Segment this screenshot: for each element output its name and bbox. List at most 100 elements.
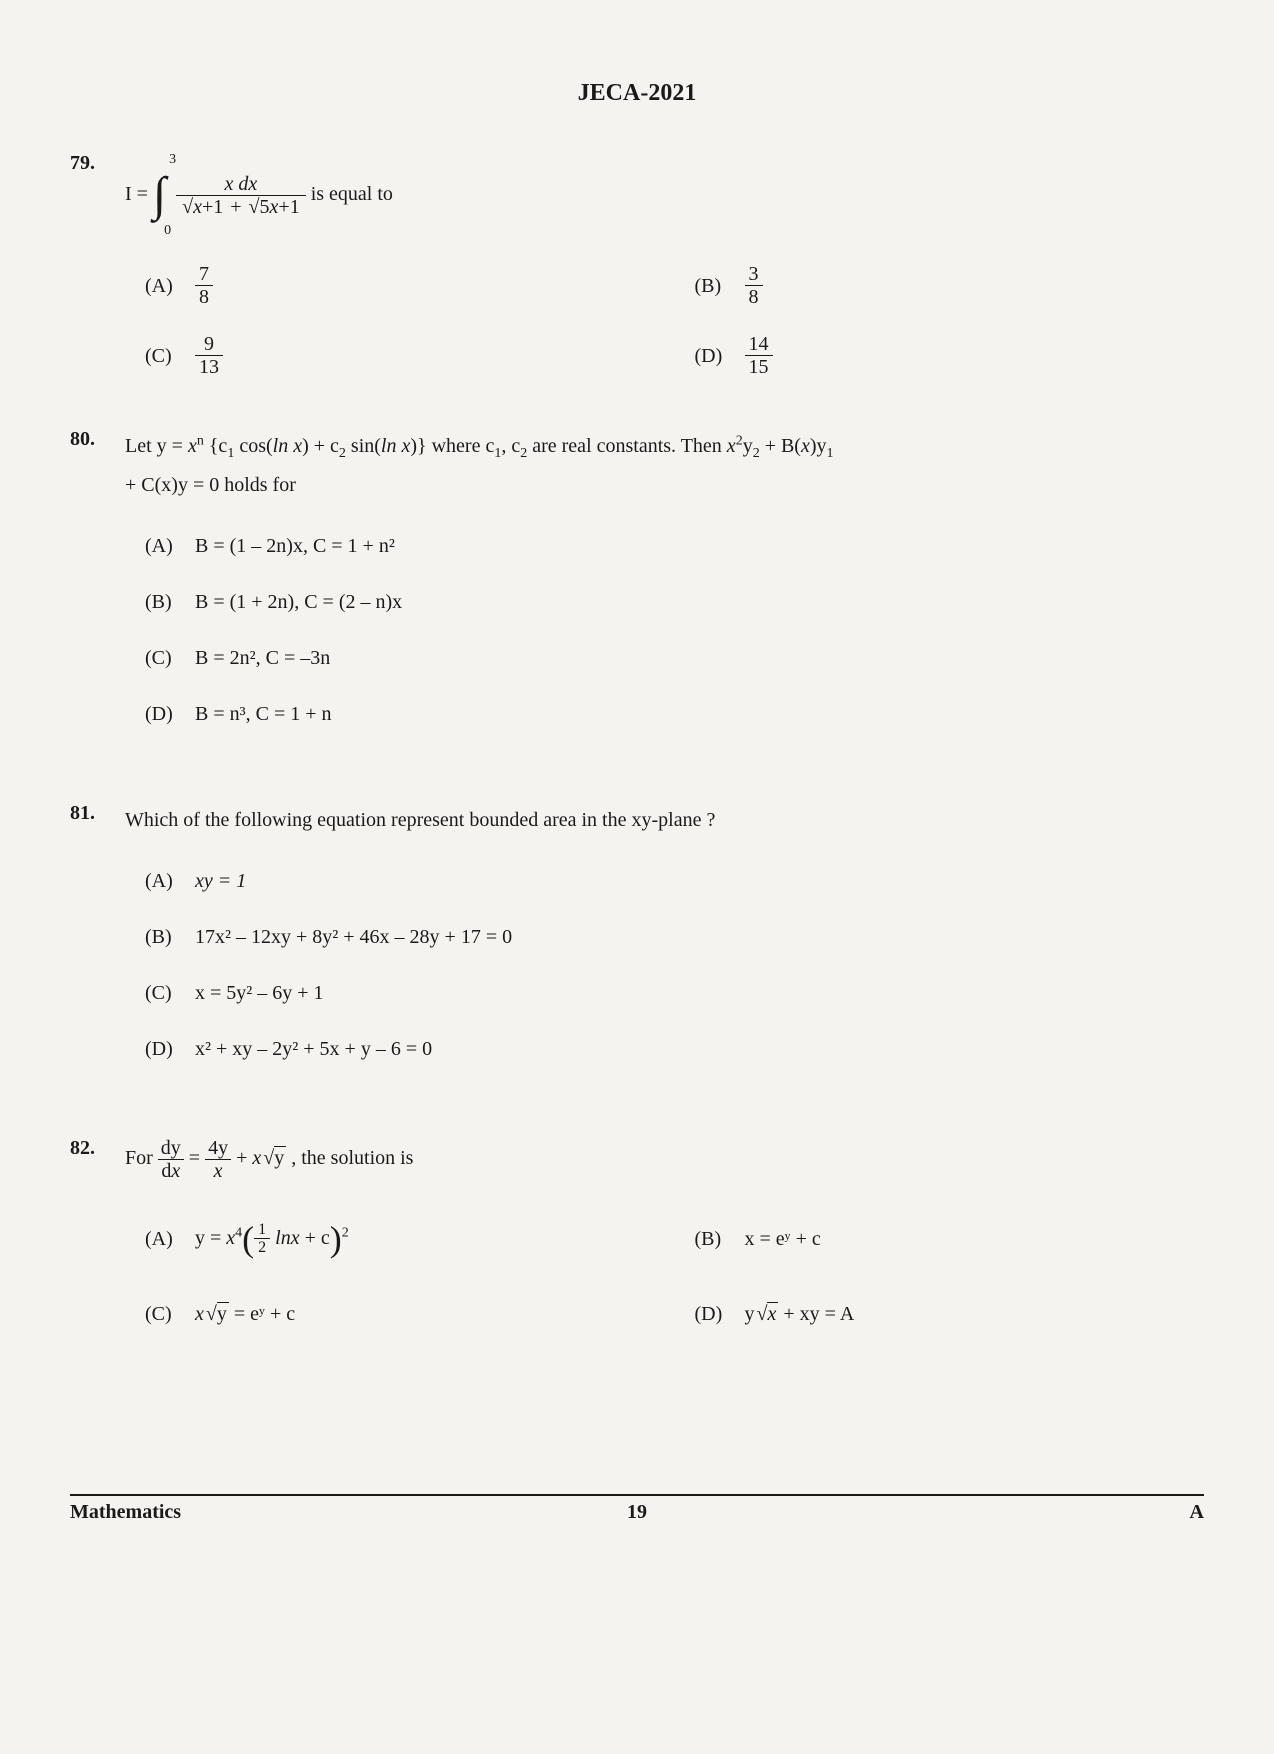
sub-2: 2: [339, 446, 346, 461]
option-label: (D): [695, 1296, 730, 1332]
option-label: (B): [695, 1221, 730, 1257]
option-label: (D): [695, 338, 730, 374]
text: ) + c: [302, 435, 339, 457]
question-number: 80.: [70, 428, 125, 451]
lnx: ln x: [273, 435, 302, 457]
option-b: (B) 3 8: [695, 263, 1205, 308]
question-number: 79.: [70, 152, 125, 175]
integrand-fraction: x dx x+1 + 5x+1: [176, 173, 306, 218]
options-list: (A) xy = 1 (B) 17x² – 12xy + 8y² + 46x –…: [145, 863, 1204, 1067]
option-expr: y = x4(12 lnx + c)2: [195, 1207, 349, 1272]
option-text: xy = 1: [195, 863, 246, 899]
option-c: (C) xy = eʸ + c: [145, 1296, 655, 1332]
question-body: Let y = xn {c1 cos(ln x) + c2 sin(ln x)}…: [125, 428, 1204, 751]
option-text: B = (1 – 2n)x, C = 1 + n²: [195, 528, 395, 564]
option-label: (B): [695, 268, 730, 304]
integrand-numerator: x dx: [176, 173, 306, 196]
sub-2: 2: [753, 446, 760, 461]
integral-upper: 3: [169, 147, 176, 172]
text: + B(: [760, 435, 801, 457]
option-d: (D) yx + xy = A: [695, 1296, 1205, 1332]
text-prefix: I =: [125, 183, 153, 205]
plus: +: [236, 1147, 252, 1169]
page-footer: Mathematics 19 A: [70, 1494, 1204, 1524]
text-prefix: For: [125, 1147, 158, 1169]
question-80: 80. Let y = xn {c1 cos(ln x) + c2 sin(ln…: [70, 428, 1204, 751]
option-fraction: 3 8: [745, 263, 763, 308]
footer-set: A: [1190, 1501, 1204, 1524]
sqrt-y: y: [261, 1140, 286, 1176]
sup-n: n: [197, 434, 204, 449]
equals: =: [189, 1147, 205, 1169]
question-text: I = ∫ 3 0 x dx x+1 + 5x+1 is equal to: [125, 152, 1204, 238]
option-fraction: 9 13: [195, 333, 223, 378]
x: x: [252, 1147, 261, 1169]
option-label: (C): [145, 338, 180, 374]
option-expr: yx + xy = A: [745, 1296, 855, 1332]
dydx-fraction: dy dx: [158, 1137, 184, 1182]
text-suffix: is equal to: [311, 183, 393, 205]
integral-sign: ∫ 3 0: [153, 152, 166, 238]
options-list: (A) B = (1 – 2n)x, C = 1 + n² (B) B = (1…: [145, 528, 1204, 732]
option-text: B = 2n², C = –3n: [195, 640, 330, 676]
option-label: (A): [145, 528, 180, 564]
question-text: Let y = xn {c1 cos(ln x) + c2 sin(ln x)}…: [125, 428, 1204, 502]
question-text: Which of the following equation represen…: [125, 802, 1204, 838]
option-b: (B) x = eʸ + c: [695, 1207, 1205, 1272]
question-82: 82. For dy dx = 4y x + xy , the solution…: [70, 1137, 1204, 1333]
option-text: x = eʸ + c: [745, 1221, 821, 1257]
text: )} where c: [410, 435, 494, 457]
question-body: For dy dx = 4y x + xy , the solution is …: [125, 1137, 1204, 1333]
x: x: [727, 435, 736, 457]
question-body: Which of the following equation represen…: [125, 802, 1204, 1087]
option-expr: xy = eʸ + c: [195, 1296, 295, 1332]
option-a: (A) B = (1 – 2n)x, C = 1 + n²: [145, 528, 1204, 564]
option-label: (C): [145, 975, 180, 1011]
option-d: (D) B = n³, C = 1 + n: [145, 696, 1204, 732]
line2: + C(x)y = 0 holds for: [125, 474, 296, 496]
option-b: (B) 17x² – 12xy + 8y² + 46x – 28y + 17 =…: [145, 919, 1204, 955]
option-label: (B): [145, 584, 180, 620]
text: Let y =: [125, 435, 188, 457]
integral-lower: 0: [164, 218, 171, 243]
option-text: B = (1 + 2n), C = (2 – n)x: [195, 584, 402, 620]
question-number: 81.: [70, 802, 125, 825]
question-81: 81. Which of the following equation repr…: [70, 802, 1204, 1087]
question-number: 82.: [70, 1137, 125, 1160]
footer-page-number: 19: [627, 1501, 647, 1524]
option-label: (A): [145, 863, 180, 899]
text: {c: [204, 435, 227, 457]
text: are real constants. Then: [527, 435, 727, 457]
option-label: (A): [145, 268, 180, 304]
integral-expr: ∫ 3 0 x dx x+1 + 5x+1: [153, 152, 306, 238]
lnx: ln x: [381, 435, 410, 457]
options-grid: (A) y = x4(12 lnx + c)2 (B) x = eʸ + c (…: [145, 1207, 1204, 1333]
option-d: (D) 14 15: [695, 333, 1205, 378]
text: , c: [501, 435, 520, 457]
option-text: x = 5y² – 6y + 1: [195, 975, 324, 1011]
option-label: (C): [145, 640, 180, 676]
x: x: [188, 435, 197, 457]
text: sin(: [346, 435, 381, 457]
option-b: (B) B = (1 + 2n), C = (2 – n)x: [145, 584, 1204, 620]
option-label: (D): [145, 1031, 180, 1067]
exam-title: JECA-2021: [70, 80, 1204, 107]
option-fraction: 14 15: [745, 333, 773, 378]
option-text: B = n³, C = 1 + n: [195, 696, 332, 732]
text: )y: [810, 435, 827, 457]
text: cos(: [234, 435, 272, 457]
option-label: (B): [145, 919, 180, 955]
text-suffix: , the solution is: [291, 1147, 413, 1169]
option-label: (C): [145, 1296, 180, 1332]
option-a: (A) 7 8: [145, 263, 655, 308]
sub-1: 1: [827, 446, 834, 461]
option-c: (C) 9 13: [145, 333, 655, 378]
option-c: (C) x = 5y² – 6y + 1: [145, 975, 1204, 1011]
option-label: (D): [145, 696, 180, 732]
fourY-over-x: 4y x: [205, 1137, 231, 1182]
integrand-denominator: x+1 + 5x+1: [176, 196, 306, 218]
options-grid: (A) 7 8 (B) 3 8 (C) 9 13: [145, 263, 1204, 378]
x: x: [801, 435, 810, 457]
question-body: I = ∫ 3 0 x dx x+1 + 5x+1 is equal to: [125, 152, 1204, 378]
option-text: 17x² – 12xy + 8y² + 46x – 28y + 17 = 0: [195, 919, 512, 955]
